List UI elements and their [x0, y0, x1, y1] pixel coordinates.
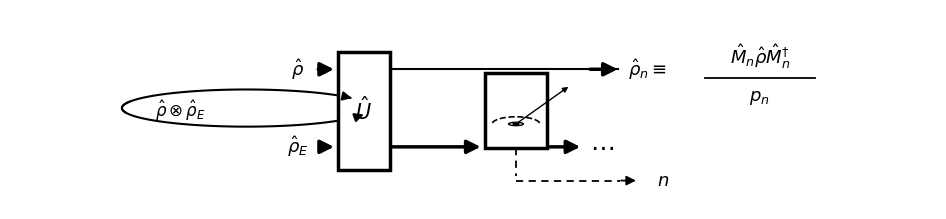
- Text: $n$: $n$: [657, 171, 670, 190]
- Bar: [484, 74, 547, 148]
- Bar: [339, 52, 390, 170]
- Text: $\hat{\rho}_n \equiv$: $\hat{\rho}_n \equiv$: [628, 57, 667, 82]
- Text: $\hat{\rho}_E$: $\hat{\rho}_E$: [287, 134, 308, 159]
- Text: $\hat{M}_n\hat{\rho}\hat{M}_n^{\dagger}$: $\hat{M}_n\hat{\rho}\hat{M}_n^{\dagger}$: [729, 42, 790, 71]
- Text: $\hat{U}$: $\hat{U}$: [356, 97, 373, 124]
- Circle shape: [513, 123, 519, 125]
- Text: $\hat{\rho} \otimes \hat{\rho}_E$: $\hat{\rho} \otimes \hat{\rho}_E$: [155, 98, 206, 123]
- Text: $p_n$: $p_n$: [749, 89, 770, 107]
- Text: $\hat{\rho}$: $\hat{\rho}$: [291, 57, 305, 82]
- Text: $\cdots$: $\cdots$: [590, 135, 614, 159]
